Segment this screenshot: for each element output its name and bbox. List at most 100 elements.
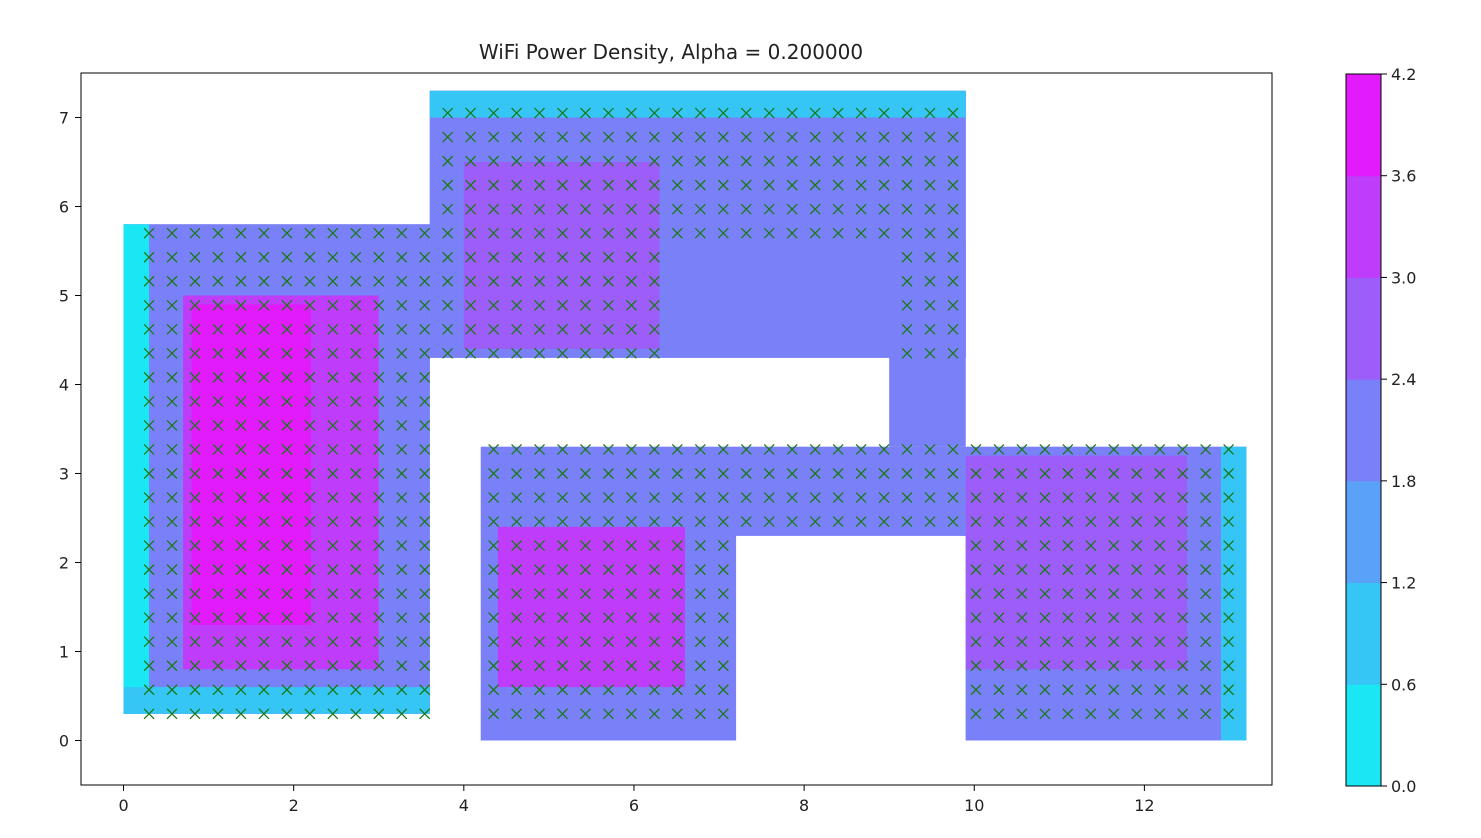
measurement-marker	[993, 540, 1005, 552]
measurement-marker	[327, 492, 339, 503]
measurement-marker	[511, 323, 523, 335]
measurement-marker	[396, 227, 408, 239]
measurement-marker	[557, 444, 568, 455]
measurement-marker	[1223, 492, 1235, 503]
measurement-marker	[648, 516, 660, 528]
measurement-marker	[1177, 636, 1189, 648]
measurement-marker	[580, 564, 591, 576]
measurement-marker	[511, 347, 523, 359]
measurement-marker	[511, 516, 523, 528]
measurement-marker	[166, 708, 178, 720]
measurement-marker	[189, 492, 201, 503]
measurement-marker	[235, 468, 247, 479]
measurement-marker	[281, 564, 293, 576]
measurement-marker	[1200, 588, 1212, 600]
measurement-marker	[465, 107, 477, 119]
measurement-marker	[212, 660, 224, 672]
measurement-marker	[1177, 708, 1189, 720]
measurement-marker	[534, 251, 545, 263]
measurement-marker	[947, 444, 959, 455]
measurement-marker	[671, 636, 683, 648]
measurement-marker	[625, 444, 637, 455]
measurement-marker	[557, 636, 568, 648]
measurement-marker	[396, 347, 408, 359]
measurement-marker	[1154, 540, 1166, 552]
measurement-marker	[924, 444, 936, 455]
measurement-marker	[602, 516, 614, 528]
measurement-marker	[740, 131, 752, 143]
measurement-marker	[671, 540, 683, 552]
measurement-marker	[671, 468, 683, 479]
measurement-marker	[419, 347, 431, 359]
measurement-marker	[901, 468, 913, 479]
measurement-marker	[855, 227, 867, 239]
measurement-marker	[396, 708, 408, 720]
measurement-marker	[970, 540, 982, 552]
measurement-marker	[557, 275, 568, 287]
measurement-marker	[350, 299, 362, 311]
measurement-marker	[281, 347, 293, 359]
measurement-marker	[488, 564, 500, 576]
measurement-marker	[717, 516, 729, 528]
measurement-marker	[901, 227, 913, 239]
measurement-marker	[189, 251, 201, 263]
measurement-marker	[258, 444, 270, 455]
measurement-marker	[166, 347, 178, 359]
measurement-marker	[671, 492, 683, 503]
measurement-marker	[350, 540, 362, 552]
measurement-marker	[143, 708, 155, 720]
measurement-marker	[832, 444, 844, 455]
measurement-marker	[442, 347, 454, 359]
measurement-marker	[832, 179, 844, 191]
measurement-marker	[373, 419, 385, 431]
measurement-marker	[717, 564, 729, 576]
measurement-marker	[327, 227, 339, 239]
measurement-marker	[625, 708, 637, 720]
measurement-marker	[442, 275, 454, 287]
measurement-marker	[143, 492, 155, 503]
measurement-marker	[602, 155, 614, 167]
measurement-marker	[602, 323, 614, 335]
measurement-marker	[1062, 684, 1074, 696]
measurement-marker	[1062, 636, 1074, 648]
measurement-marker	[534, 227, 545, 239]
measurement-marker	[1062, 516, 1074, 528]
measurement-marker	[511, 492, 523, 503]
measurement-marker	[166, 540, 178, 552]
measurement-marker	[281, 492, 293, 503]
measurement-marker	[947, 227, 959, 239]
measurement-marker	[212, 684, 224, 696]
measurement-marker	[511, 612, 523, 624]
measurement-marker	[1177, 564, 1189, 576]
measurement-marker	[373, 516, 385, 528]
measurement-marker	[557, 468, 568, 479]
measurement-marker	[304, 660, 316, 672]
measurement-marker	[1154, 636, 1166, 648]
measurement-marker	[557, 708, 568, 720]
measurement-marker	[557, 227, 568, 239]
measurement-marker	[1131, 660, 1143, 672]
measurement-marker	[166, 468, 178, 479]
measurement-marker	[143, 612, 155, 624]
measurement-marker	[1154, 444, 1166, 455]
y-tick-label: 5	[59, 287, 69, 306]
measurement-marker	[809, 179, 821, 191]
plot-area	[123, 90, 1247, 741]
measurement-marker	[419, 660, 431, 672]
measurement-marker	[1085, 636, 1097, 648]
measurement-marker	[373, 612, 385, 624]
measurement-marker	[625, 660, 637, 672]
measurement-marker	[304, 395, 316, 407]
measurement-marker	[212, 492, 224, 503]
measurement-marker	[580, 636, 591, 648]
measurement-marker	[166, 251, 178, 263]
measurement-marker	[694, 179, 706, 191]
measurement-marker	[970, 660, 982, 672]
power-region-8	[889, 242, 966, 447]
measurement-marker	[373, 347, 385, 359]
measurement-marker	[235, 684, 247, 696]
measurement-marker	[189, 660, 201, 672]
measurement-marker	[648, 564, 660, 576]
measurement-marker	[373, 371, 385, 383]
